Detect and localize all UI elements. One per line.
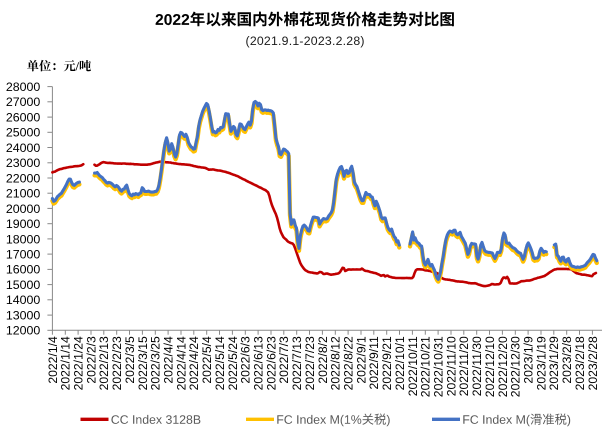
svg-text:2022/12/10: 2022/12/10 <box>483 336 497 397</box>
svg-text:2022/10/1: 2022/10/1 <box>393 336 407 390</box>
svg-text:2023/1/9: 2023/1/9 <box>522 336 536 384</box>
svg-text:17000: 17000 <box>6 248 41 262</box>
svg-text:2022/5/24: 2022/5/24 <box>226 336 240 390</box>
svg-text:2022/3/15: 2022/3/15 <box>136 336 150 390</box>
svg-text:2022/4/14: 2022/4/14 <box>174 336 188 390</box>
svg-text:2022/11/10: 2022/11/10 <box>444 336 458 396</box>
svg-text:2022/9/11: 2022/9/11 <box>367 336 381 390</box>
svg-text:2022/10/31: 2022/10/31 <box>432 336 446 397</box>
svg-text:15000: 15000 <box>6 278 41 292</box>
svg-text:2022/2/3: 2022/2/3 <box>84 336 98 384</box>
svg-text:2022/11/30: 2022/11/30 <box>470 336 484 396</box>
svg-text:2022/10/11: 2022/10/11 <box>406 336 420 396</box>
svg-text:2022/8/22: 2022/8/22 <box>342 336 356 390</box>
svg-text:20000: 20000 <box>6 202 41 216</box>
svg-text:2022/2/13: 2022/2/13 <box>97 336 111 390</box>
svg-text:(2021.9.1-2023.2.28): (2021.9.1-2023.2.28) <box>246 34 365 48</box>
svg-text:2022/12/30: 2022/12/30 <box>509 336 523 397</box>
svg-text:2022/2/23: 2022/2/23 <box>110 336 124 390</box>
svg-text:22000: 22000 <box>6 171 41 185</box>
svg-text:2022/3/5: 2022/3/5 <box>123 336 137 384</box>
svg-text:2022/11/20: 2022/11/20 <box>457 336 471 396</box>
svg-text:16000: 16000 <box>6 263 41 277</box>
svg-text:25000: 25000 <box>6 126 41 140</box>
svg-text:2022/8/12: 2022/8/12 <box>329 336 343 390</box>
svg-text:2022/9/21: 2022/9/21 <box>380 336 394 390</box>
svg-text:14000: 14000 <box>6 293 41 307</box>
svg-text:2023/2/28: 2023/2/28 <box>586 336 600 390</box>
svg-text:2022/7/23: 2022/7/23 <box>303 336 317 390</box>
svg-text:26000: 26000 <box>6 110 41 124</box>
svg-text:2023/2/18: 2023/2/18 <box>573 336 587 390</box>
svg-text:24000: 24000 <box>6 141 41 155</box>
svg-text:12000: 12000 <box>6 324 41 338</box>
svg-text:2022/3/25: 2022/3/25 <box>149 336 163 390</box>
svg-text:2022/12/20: 2022/12/20 <box>496 336 510 397</box>
svg-text:2022/6/23: 2022/6/23 <box>264 336 278 390</box>
svg-text:2022/4/24: 2022/4/24 <box>187 336 201 390</box>
svg-text:23000: 23000 <box>6 156 41 170</box>
svg-text:2022/9/1: 2022/9/1 <box>354 336 368 384</box>
svg-text:2023/1/29: 2023/1/29 <box>547 336 561 390</box>
svg-text:2022/1/14: 2022/1/14 <box>59 336 73 390</box>
svg-text:2022/1/4: 2022/1/4 <box>46 336 60 384</box>
svg-text:2023/1/19: 2023/1/19 <box>534 336 548 390</box>
svg-text:19000: 19000 <box>6 217 41 231</box>
svg-text:2022/5/4: 2022/5/4 <box>200 336 214 384</box>
svg-text:18000: 18000 <box>6 232 41 246</box>
svg-text:2022/10/21: 2022/10/21 <box>419 336 433 397</box>
svg-text:2022/1/24: 2022/1/24 <box>72 336 86 390</box>
svg-text:21000: 21000 <box>6 187 41 201</box>
svg-text:2022/7/13: 2022/7/13 <box>290 336 304 390</box>
svg-text:2022/4/4: 2022/4/4 <box>162 336 176 384</box>
svg-text:13000: 13000 <box>6 308 41 322</box>
svg-text:27000: 27000 <box>6 95 41 109</box>
svg-text:28000: 28000 <box>6 80 41 94</box>
svg-text:2022/5/14: 2022/5/14 <box>213 336 227 390</box>
svg-text:2022/7/3: 2022/7/3 <box>277 336 291 384</box>
svg-text:2023/2/8: 2023/2/8 <box>560 336 574 384</box>
svg-text:2022/6/3: 2022/6/3 <box>239 336 253 384</box>
svg-text:2022/8/2: 2022/8/2 <box>316 336 330 384</box>
svg-text:2022/6/13: 2022/6/13 <box>252 336 266 390</box>
